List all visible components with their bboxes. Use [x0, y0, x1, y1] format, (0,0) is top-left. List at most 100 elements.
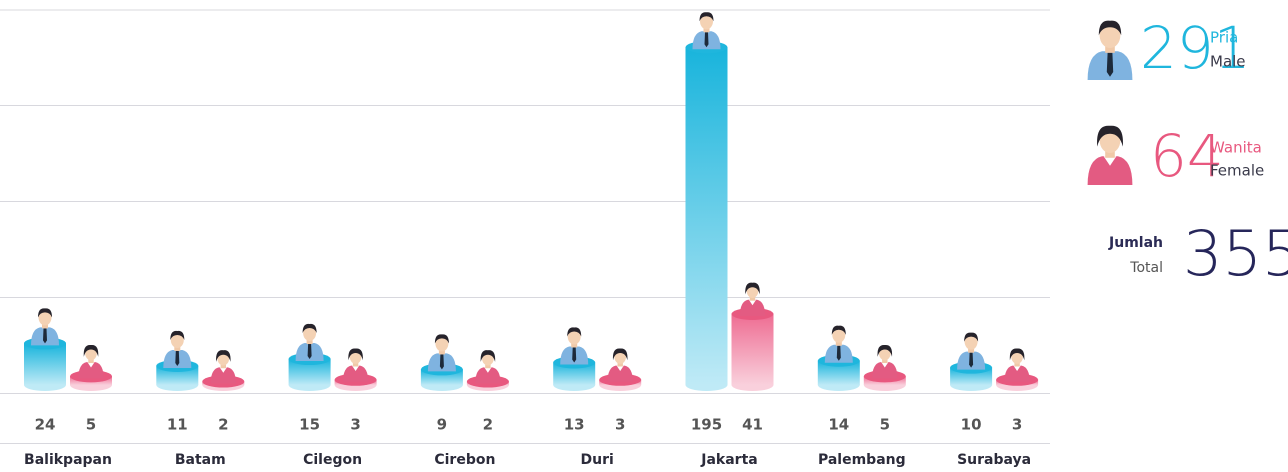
- x-tick-label: Duri: [581, 452, 614, 468]
- total-label: Jumlah: [1108, 235, 1163, 251]
- grid: [0, 9, 1050, 444]
- male-total: 291: [1140, 14, 1251, 82]
- value-label: 15: [299, 416, 320, 434]
- icon-neck: [42, 323, 48, 329]
- icon-hair: [877, 344, 893, 357]
- icon-body: [475, 367, 501, 384]
- male-icon: [560, 327, 589, 365]
- icon-neck: [1014, 362, 1020, 367]
- icon-neck: [438, 349, 445, 355]
- female-icon: [872, 344, 898, 379]
- value-label: 3: [615, 416, 625, 434]
- x-tick-label: Cilegon: [303, 452, 362, 468]
- value-label: 13: [564, 416, 585, 434]
- male-icon: [957, 332, 986, 370]
- bar: [24, 343, 66, 385]
- icon-hair: [745, 282, 760, 295]
- icon-hair: [480, 350, 496, 362]
- male-label: Pria: [1210, 29, 1238, 47]
- male-label-en: Male: [1210, 53, 1246, 71]
- icon-head: [567, 328, 581, 345]
- value-label: 14: [828, 416, 849, 434]
- female-icon: [78, 344, 104, 379]
- icon-collar: [1013, 365, 1021, 372]
- female-label: Wanita: [1210, 139, 1262, 157]
- x-tick-label: Balikpapan: [24, 452, 112, 468]
- icon-tie: [969, 352, 974, 368]
- icon-head: [303, 325, 317, 342]
- icon-neck: [88, 358, 94, 364]
- icon-body: [607, 365, 633, 382]
- male-icon: [31, 308, 59, 346]
- icon-hair: [699, 12, 714, 22]
- icon-collar: [616, 365, 624, 372]
- icon-neck: [306, 339, 313, 345]
- x-tick-label: Surabaya: [957, 452, 1031, 468]
- female-total: 64: [1150, 122, 1224, 190]
- icon-head: [964, 333, 978, 350]
- icon-body: [78, 362, 104, 379]
- female-icon: [607, 348, 633, 382]
- icon-hair: [567, 327, 582, 337]
- value-label: 3: [1012, 416, 1022, 434]
- value-label: 195: [691, 416, 722, 434]
- icon-neck: [220, 363, 226, 369]
- icon-tie: [307, 344, 312, 360]
- value-label: 2: [483, 416, 493, 434]
- icon-collar: [352, 365, 360, 372]
- icon-tie: [175, 350, 180, 366]
- icon-hair: [38, 308, 52, 318]
- x-tick-label: Cirebon: [434, 452, 495, 468]
- icon-hair: [964, 332, 979, 342]
- female-icon: [1004, 348, 1030, 382]
- icon-tie: [572, 347, 577, 363]
- summary-panel: 291 Pria Male 64 Wanita Female Jumlah To…: [1108, 14, 1288, 290]
- icon-hair: [1097, 125, 1123, 147]
- icon-hair: [216, 350, 231, 362]
- value-label: 3: [350, 416, 360, 434]
- male-icon: [1087, 20, 1133, 80]
- female-icon: [475, 350, 501, 384]
- bar: [553, 362, 596, 385]
- female-icon: [1087, 125, 1133, 185]
- value-label: 5: [880, 416, 890, 434]
- icon-hair: [612, 348, 628, 361]
- icon-tie: [704, 32, 709, 48]
- value-label: 41: [742, 416, 763, 434]
- bar: [731, 313, 774, 385]
- icon-collar: [1103, 156, 1117, 166]
- x-tick-label: Jakarta: [700, 452, 757, 468]
- x-tick-label: Palembang: [818, 452, 906, 468]
- icon-neck: [1105, 44, 1115, 53]
- value-label: 5: [86, 416, 96, 434]
- icon-hair: [83, 344, 99, 357]
- male-icon: [163, 330, 192, 368]
- icon-tie: [43, 328, 47, 344]
- icon-neck: [835, 340, 842, 346]
- male-icon: [295, 323, 324, 362]
- icon-hair: [831, 325, 846, 335]
- icon-hair: [434, 334, 449, 344]
- icon-neck: [1105, 149, 1115, 158]
- bar: [685, 47, 728, 385]
- icon-neck: [485, 363, 491, 369]
- icon-body: [1004, 365, 1030, 382]
- icon-body: [739, 299, 766, 316]
- female-icon: [739, 282, 766, 316]
- icon-head: [1099, 22, 1121, 48]
- value-label: 9: [437, 416, 447, 434]
- female-icon: [210, 350, 236, 384]
- icon-hair: [348, 348, 363, 361]
- icon-collar: [219, 367, 227, 373]
- icon-tie: [836, 345, 841, 361]
- icon-hair: [170, 330, 185, 340]
- icon-body: [1087, 156, 1133, 185]
- value-label: 10: [961, 416, 982, 434]
- male-icon: [427, 334, 456, 372]
- male-icon: [692, 12, 721, 50]
- icon-neck: [617, 362, 623, 367]
- icon-tie: [439, 354, 444, 370]
- value-label: 24: [35, 416, 56, 434]
- icon-body: [210, 367, 236, 384]
